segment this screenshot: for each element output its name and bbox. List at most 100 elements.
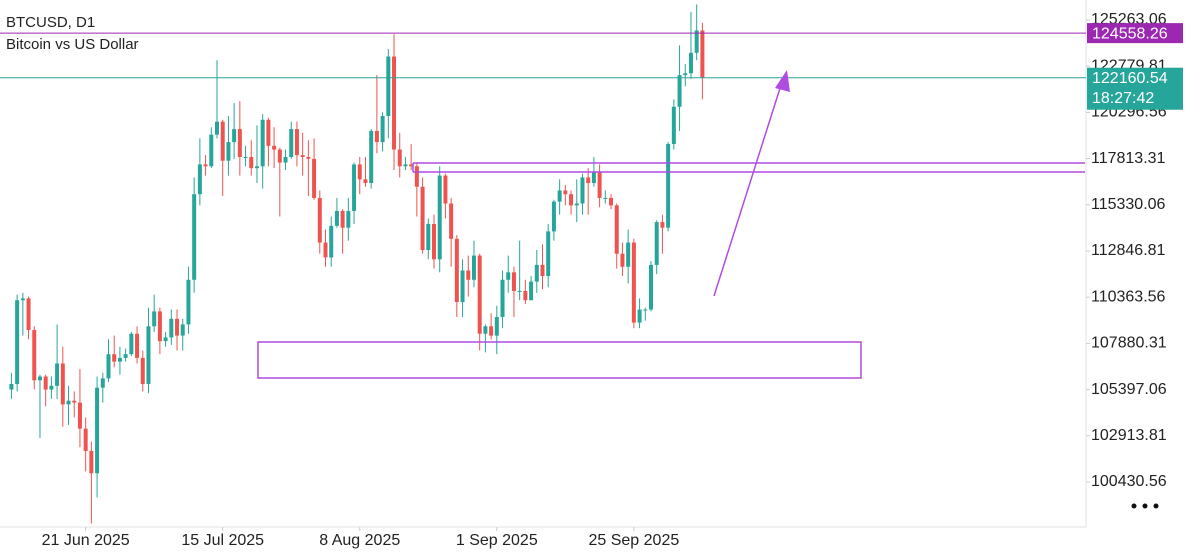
candle-body <box>392 56 397 150</box>
candle-body <box>129 333 134 355</box>
candle-body <box>557 190 562 202</box>
candle-body <box>152 311 157 327</box>
candle-body <box>511 272 516 291</box>
y-tick-label: 100430.56 <box>1091 473 1167 490</box>
candle-body <box>49 385 54 390</box>
candle-body <box>209 134 214 167</box>
candle-body <box>551 201 556 232</box>
candle-body <box>529 281 534 301</box>
candle-body <box>626 242 631 267</box>
candle-body <box>306 156 311 159</box>
candle-body <box>15 300 20 384</box>
candle-body <box>203 164 208 167</box>
candle-body <box>369 130 374 184</box>
arrow-head <box>775 70 790 92</box>
more-menu[interactable] <box>1131 503 1159 509</box>
candle-body <box>688 52 693 74</box>
candle-body <box>77 402 82 429</box>
candle-body <box>175 318 180 336</box>
candle-body <box>574 203 579 206</box>
candle-body <box>649 264 653 310</box>
candle-body <box>374 130 379 143</box>
level-label: 124558.26 <box>1092 25 1168 42</box>
candle-body <box>437 175 442 260</box>
y-tick-label: 107880.31 <box>1091 335 1167 352</box>
candle-body <box>220 121 225 161</box>
candle-body <box>186 279 191 325</box>
candle-body <box>249 156 254 169</box>
candle-body <box>352 164 357 211</box>
candle-body <box>546 231 551 277</box>
candle-body <box>283 156 288 163</box>
candle-body <box>329 225 334 258</box>
candle-body <box>597 171 602 198</box>
candle-body <box>631 242 636 323</box>
candle-body <box>232 129 237 143</box>
candle-body <box>603 197 608 199</box>
x-tick-label: 8 Aug 2025 <box>319 532 400 549</box>
candle-body <box>443 175 448 204</box>
dot <box>1142 503 1148 509</box>
candle-body <box>157 311 162 342</box>
candle-body <box>180 324 185 336</box>
symbol-description: Bitcoin vs US Dollar <box>6 36 139 53</box>
candle-body <box>20 298 25 301</box>
candle-body <box>466 270 471 280</box>
candle-body <box>494 316 499 336</box>
candle-body <box>334 210 339 226</box>
candle-body <box>420 186 425 251</box>
candle-body <box>500 279 505 317</box>
y-tick-label: 115330.06 <box>1091 196 1166 213</box>
y-tick-label: 110363.56 <box>1091 288 1166 305</box>
candle-body <box>700 30 705 78</box>
candle-body <box>323 242 328 258</box>
candle-body <box>140 357 145 384</box>
y-tick-label: 112846.81 <box>1091 242 1166 259</box>
candle-body <box>471 255 476 280</box>
candle-body <box>163 337 168 342</box>
arrow-line <box>713 81 783 297</box>
candle-body <box>260 119 265 167</box>
candle-body <box>60 363 65 405</box>
candle-body <box>569 194 574 206</box>
candle-body <box>266 119 271 146</box>
candle-body <box>169 318 174 338</box>
candle-body <box>683 73 688 76</box>
candle-body <box>106 354 111 379</box>
candle-body <box>43 376 48 390</box>
candle-body <box>397 149 402 167</box>
candle-body <box>55 363 60 386</box>
last-price-badge <box>1087 67 1183 110</box>
dot <box>1131 503 1137 509</box>
candle-body <box>483 326 488 334</box>
candle-body <box>135 333 140 358</box>
candle-body <box>294 129 299 156</box>
candle-body <box>237 129 242 157</box>
candle-body <box>346 210 351 228</box>
candle-body <box>32 330 37 381</box>
candle-body <box>591 171 596 184</box>
candle-body <box>72 400 77 403</box>
candle-body <box>272 145 277 150</box>
candle-body <box>300 155 305 157</box>
candle-body <box>66 400 71 405</box>
x-tick-label: 15 Jul 2025 <box>181 532 264 549</box>
price-badges: 124558.26 122160.54 18:27:42 <box>1087 23 1183 110</box>
candle-body <box>671 106 676 144</box>
candle-body <box>226 142 231 161</box>
candle-body <box>534 264 539 282</box>
candle-body <box>37 376 42 381</box>
candle-body <box>9 383 14 390</box>
candle-body <box>517 290 522 292</box>
candle-body <box>26 298 31 331</box>
demand-zone <box>257 341 862 379</box>
candle-body <box>317 197 322 243</box>
candle-body <box>380 116 385 143</box>
candle-body <box>580 177 585 204</box>
candle-body <box>123 354 128 358</box>
last-price-label: 122160.54 <box>1092 70 1168 87</box>
candle-body <box>540 264 545 277</box>
candle-body <box>694 30 699 53</box>
candle-body <box>340 210 345 228</box>
